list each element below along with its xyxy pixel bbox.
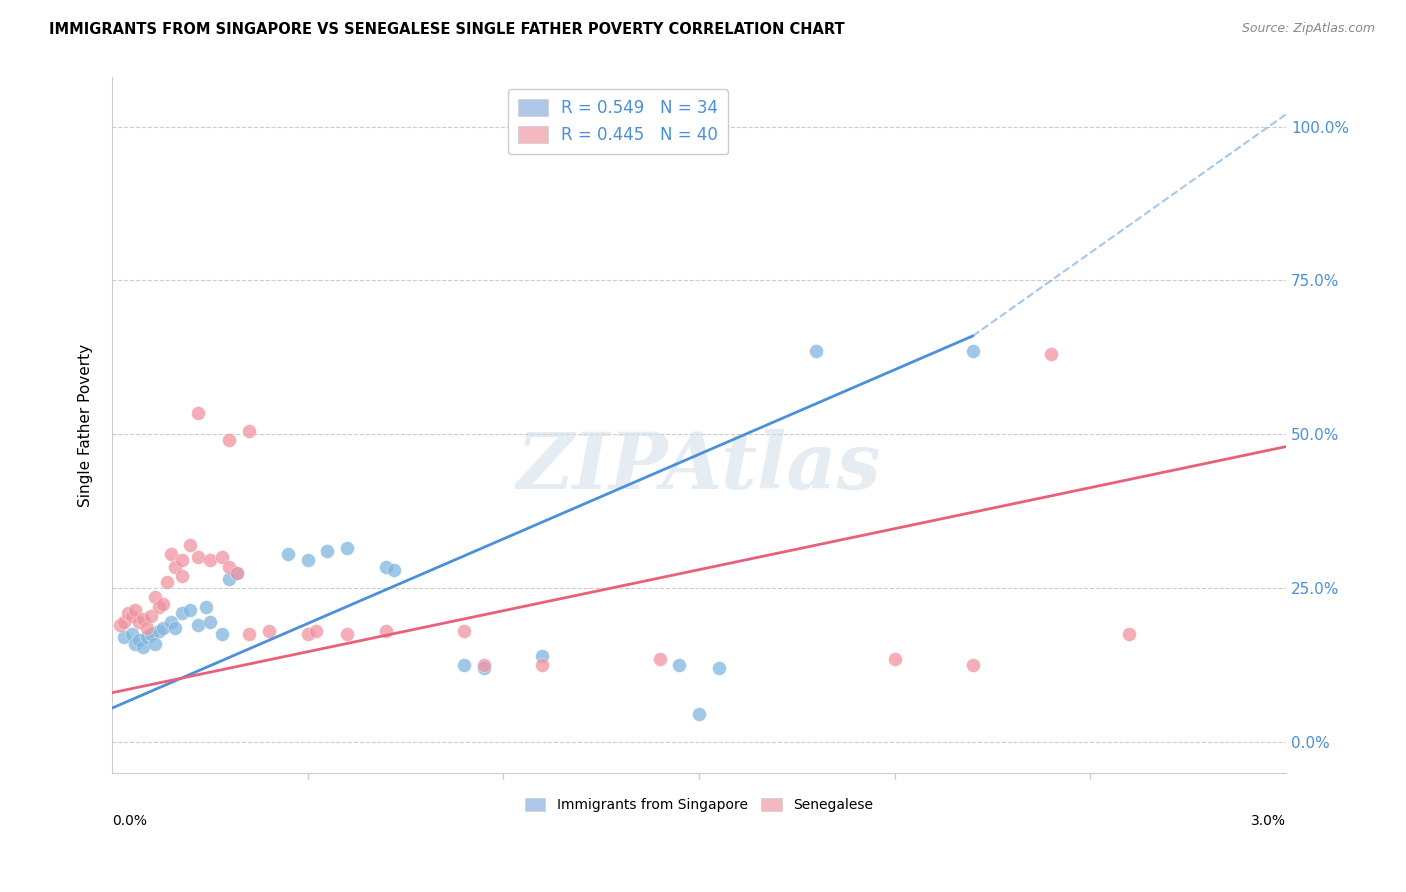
Point xyxy=(148,599,170,614)
Point xyxy=(136,621,159,635)
Point xyxy=(1118,627,1140,641)
Point xyxy=(187,406,209,420)
Point xyxy=(806,344,828,359)
Point xyxy=(198,553,221,567)
Point xyxy=(257,624,280,639)
Point xyxy=(453,658,475,673)
Point xyxy=(297,553,319,567)
Point xyxy=(128,615,150,629)
Point xyxy=(668,658,690,673)
Point xyxy=(382,563,405,577)
Point xyxy=(218,434,240,448)
Point xyxy=(172,553,194,567)
Point xyxy=(121,627,143,641)
Point xyxy=(156,574,179,589)
Point xyxy=(108,618,131,632)
Point xyxy=(211,627,233,641)
Point xyxy=(132,612,155,626)
Text: IMMIGRANTS FROM SINGAPORE VS SENEGALESE SINGLE FATHER POVERTY CORRELATION CHART: IMMIGRANTS FROM SINGAPORE VS SENEGALESE … xyxy=(49,22,845,37)
Point xyxy=(883,652,905,666)
Legend: Immigrants from Singapore, Senegalese: Immigrants from Singapore, Senegalese xyxy=(519,793,879,818)
Point xyxy=(187,550,209,565)
Point xyxy=(148,624,170,639)
Point xyxy=(141,627,163,641)
Point xyxy=(297,627,319,641)
Point xyxy=(316,544,339,558)
Point xyxy=(707,661,730,675)
Point xyxy=(179,538,201,552)
Point xyxy=(198,615,221,629)
Point xyxy=(648,652,671,666)
Point xyxy=(172,569,194,583)
Point xyxy=(117,606,139,620)
Point xyxy=(472,661,495,675)
Point xyxy=(159,615,181,629)
Point xyxy=(143,636,166,650)
Point xyxy=(238,424,260,438)
Point xyxy=(143,591,166,605)
Point xyxy=(962,658,984,673)
Point xyxy=(374,559,396,574)
Point xyxy=(141,608,163,623)
Point xyxy=(187,618,209,632)
Point xyxy=(112,631,135,645)
Point xyxy=(124,636,146,650)
Point xyxy=(194,599,217,614)
Text: ZIPAtlas: ZIPAtlas xyxy=(517,428,882,505)
Point xyxy=(159,547,181,561)
Point xyxy=(304,624,326,639)
Point xyxy=(238,627,260,641)
Point xyxy=(374,624,396,639)
Point xyxy=(163,559,186,574)
Point xyxy=(128,633,150,648)
Point xyxy=(336,541,359,556)
Point xyxy=(121,608,143,623)
Point xyxy=(531,658,554,673)
Point xyxy=(112,615,135,629)
Point xyxy=(531,648,554,663)
Y-axis label: Single Father Poverty: Single Father Poverty xyxy=(79,343,93,507)
Point xyxy=(226,566,249,580)
Point xyxy=(226,566,249,580)
Point xyxy=(152,597,174,611)
Point xyxy=(336,627,359,641)
Point xyxy=(136,631,159,645)
Text: Source: ZipAtlas.com: Source: ZipAtlas.com xyxy=(1241,22,1375,36)
Text: 0.0%: 0.0% xyxy=(112,814,148,829)
Point xyxy=(277,547,299,561)
Point xyxy=(962,344,984,359)
Point xyxy=(179,602,201,616)
Text: 3.0%: 3.0% xyxy=(1251,814,1286,829)
Point xyxy=(211,550,233,565)
Point xyxy=(152,621,174,635)
Point xyxy=(163,621,186,635)
Point xyxy=(218,559,240,574)
Point xyxy=(132,640,155,654)
Point xyxy=(472,658,495,673)
Point xyxy=(172,606,194,620)
Point xyxy=(1040,347,1063,361)
Point xyxy=(124,602,146,616)
Point xyxy=(688,707,710,722)
Point xyxy=(453,624,475,639)
Point xyxy=(218,572,240,586)
